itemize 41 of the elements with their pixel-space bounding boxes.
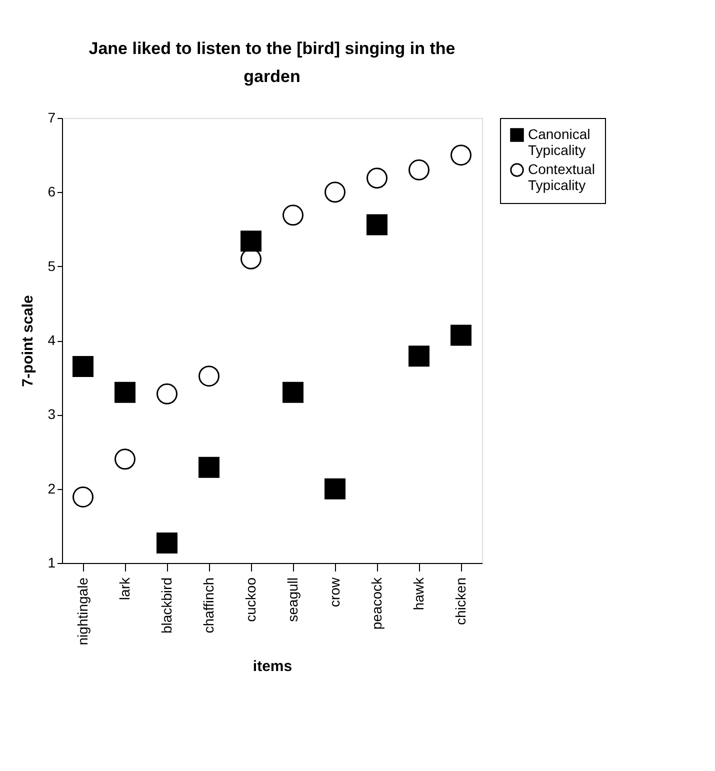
point xyxy=(156,532,178,554)
x-tick-label: chicken xyxy=(452,578,468,625)
point xyxy=(282,382,304,403)
point xyxy=(408,159,430,180)
point xyxy=(72,486,94,508)
point xyxy=(282,204,304,226)
x-tick-label: peacock xyxy=(368,576,384,630)
point xyxy=(198,366,220,387)
x-tick-label: seagull xyxy=(284,578,300,622)
point xyxy=(72,356,94,377)
legend-label: Canonical Typicality xyxy=(528,126,590,158)
point xyxy=(450,324,472,346)
x-tick-label: lark xyxy=(116,576,132,600)
point xyxy=(408,346,430,367)
x-tick-label: chaffinch xyxy=(200,578,216,634)
chart-title: Jane liked to listen to the [bird] singing in the garden xyxy=(88,39,456,86)
point xyxy=(366,214,388,236)
legend-label: Contextual Typicality xyxy=(528,161,595,193)
x-tick-label: nightingale xyxy=(74,577,90,646)
x-tick-label: blackbird xyxy=(158,578,174,634)
point xyxy=(114,382,136,403)
y-tick-label: 5 xyxy=(48,258,56,274)
x-tick-label: cuckoo xyxy=(242,577,258,622)
point xyxy=(240,230,262,252)
y-axis-title: 7-point scale xyxy=(20,295,37,387)
x-tick-label: hawk xyxy=(410,576,426,610)
y-tick-label: 4 xyxy=(48,332,56,348)
y-tick-label: 1 xyxy=(48,554,56,570)
point xyxy=(156,383,178,404)
x-axis-title: items xyxy=(252,658,292,676)
point xyxy=(366,168,388,189)
point xyxy=(114,448,136,470)
point xyxy=(450,144,472,166)
point xyxy=(198,456,220,478)
y-tick-label: 3 xyxy=(48,406,56,422)
y-tick-label: 7 xyxy=(48,110,56,126)
point xyxy=(324,182,346,203)
y-tick-label: 6 xyxy=(48,184,56,200)
x-tick-label: crow xyxy=(326,576,342,608)
point xyxy=(324,478,346,500)
y-tick-label: 2 xyxy=(48,480,56,496)
